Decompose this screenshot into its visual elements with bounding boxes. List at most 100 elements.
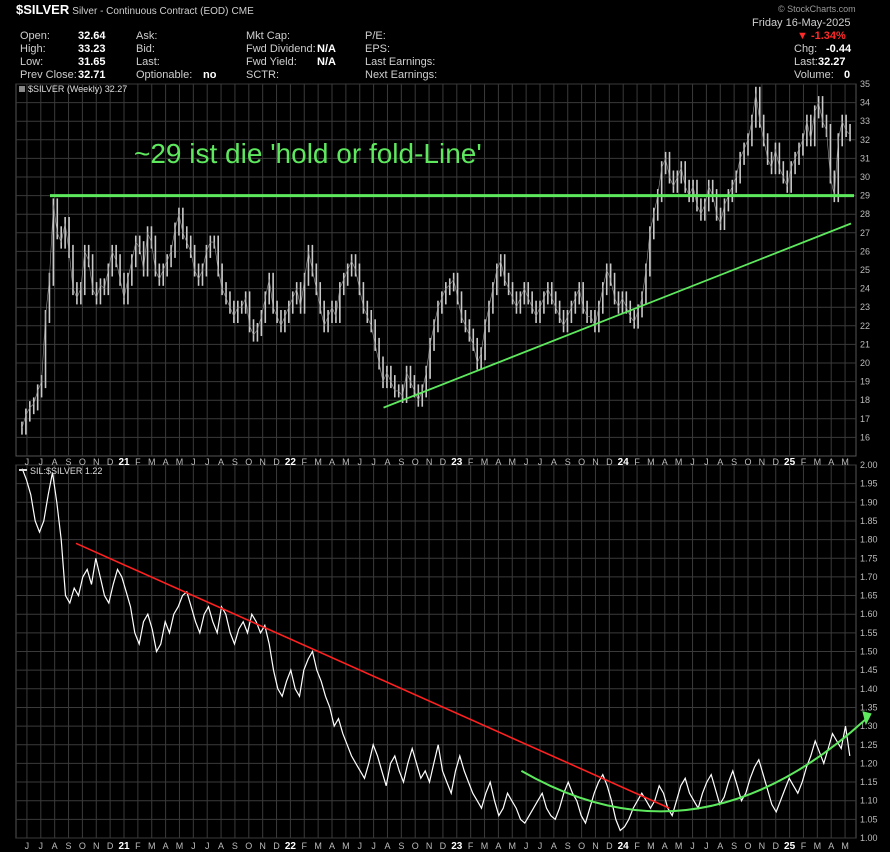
sctr-label: SCTR: xyxy=(246,69,279,81)
high-value: 33.23 xyxy=(78,43,106,55)
falling-trendline xyxy=(75,542,670,809)
chg-value: -0.44 xyxy=(826,43,852,55)
ratio-x-tick-label: N xyxy=(592,841,599,851)
price-tick-label: 17 xyxy=(860,414,870,424)
ratio-x-tick-label: A xyxy=(218,841,224,851)
ratio-x-tick-label: J xyxy=(39,841,44,851)
optionable-value: no xyxy=(203,69,217,81)
ratio-x-tick-label: J xyxy=(704,841,709,851)
ratio-tick-label: 1.45 xyxy=(860,665,878,675)
ratio-x-tick-label: F xyxy=(801,841,807,851)
price-tick-label: 35 xyxy=(860,79,870,89)
price-x-tick-label: F xyxy=(302,457,308,467)
fwd-yield-label: Fwd Yield: xyxy=(246,56,297,68)
ratio-x-tick-label: O xyxy=(744,841,751,851)
brand-logo: © StockCharts.com xyxy=(778,4,856,14)
ratio-tick-label: 1.65 xyxy=(860,591,878,601)
ratio-x-tick-label: J xyxy=(205,841,210,851)
ratio-x-tick-label: M xyxy=(647,841,655,851)
price-x-tick-label: J xyxy=(524,457,529,467)
price-x-tick-label: A xyxy=(662,457,668,467)
price-x-tick-label: A xyxy=(384,457,390,467)
fwd-dividend-label: Fwd Dividend: xyxy=(246,43,316,55)
price-x-tick-label: 24 xyxy=(618,457,630,468)
ratio-x-tick-label: F xyxy=(634,841,640,851)
ratio-x-tick-label: M xyxy=(481,841,489,851)
bid-label: Bid: xyxy=(136,43,155,55)
price-x-tick-label: 21 xyxy=(118,457,130,468)
price-x-tick-label: D xyxy=(273,457,280,467)
ratio-tick-label: 1.85 xyxy=(860,516,878,526)
ratio-tick-label: 1.40 xyxy=(860,684,878,694)
ratio-x-tick-label: M xyxy=(675,841,683,851)
ratio-tick-label: 1.70 xyxy=(860,572,878,582)
ratio-x-tick-label: M xyxy=(509,841,517,851)
price-x-tick-label: J xyxy=(357,457,362,467)
price-x-tick-label: M xyxy=(314,457,322,467)
ratio-x-tick-label: D xyxy=(273,841,280,851)
ratio-tick-label: 1.55 xyxy=(860,628,878,638)
ratio-tick-label: 1.60 xyxy=(860,609,878,619)
ratio-x-tick-label: D xyxy=(107,841,114,851)
exchange: CME xyxy=(231,6,254,17)
price-tick-label: 16 xyxy=(860,432,870,442)
price-x-tick-label: M xyxy=(481,457,489,467)
ratio-x-tick-label: S xyxy=(398,841,404,851)
price-x-tick-label: A xyxy=(717,457,723,467)
ratio-tick-label: 1.80 xyxy=(860,535,878,545)
price-tick-label: 28 xyxy=(860,209,870,219)
ratio-x-tick-label: 25 xyxy=(784,841,796,852)
price-x-tick-label: S xyxy=(398,457,404,467)
price-tick-label: 24 xyxy=(860,284,870,294)
ratio-x-tick-label: M xyxy=(314,841,322,851)
last-earnings-label: Last Earnings: xyxy=(365,56,436,68)
ratio-line xyxy=(21,468,851,832)
ratio-tick-label: 1.25 xyxy=(860,740,878,750)
ratio-x-tick-label: F xyxy=(135,841,141,851)
price-x-tick-label: S xyxy=(565,457,571,467)
chart-title: $SILVER Silver - Continuous Contract (EO… xyxy=(16,2,254,17)
ratio-x-tick-label: 21 xyxy=(118,841,130,852)
price-x-tick-label: M xyxy=(509,457,517,467)
ratio-x-tick-label: A xyxy=(329,841,335,851)
price-x-tick-label: A xyxy=(329,457,335,467)
hold-line-annotation: ~29 ist die 'hold or fold-Line' xyxy=(134,138,482,169)
price-x-tick-label: D xyxy=(107,457,114,467)
price-x-tick-label: M xyxy=(647,457,655,467)
ratio-x-tick-label: O xyxy=(79,841,86,851)
ratio-tick-label: 1.75 xyxy=(860,553,878,563)
ratio-x-tick-label: A xyxy=(551,841,557,851)
price-x-tick-label: A xyxy=(551,457,557,467)
price-x-tick-label: N xyxy=(259,457,266,467)
ratio-tick-label: 1.00 xyxy=(860,833,878,843)
price-x-tick-label: O xyxy=(412,457,419,467)
ratio-x-tick-label: S xyxy=(565,841,571,851)
open-value: 32.64 xyxy=(78,30,106,42)
description: Silver - Continuous Contract (EOD) xyxy=(72,6,229,17)
ratio-x-tick-label: J xyxy=(191,841,196,851)
ratio-x-tick-label: F xyxy=(468,841,474,851)
price-legend: $SILVER (Weekly) 32.27 xyxy=(28,84,127,94)
price-x-tick-label: 23 xyxy=(451,457,463,468)
prev-close-label: Prev Close: xyxy=(20,69,77,81)
price-x-tick-label: F xyxy=(801,457,807,467)
price-x-tick-label: N xyxy=(759,457,766,467)
ratio-x-tick-label: S xyxy=(232,841,238,851)
ratio-x-tick-label: O xyxy=(578,841,585,851)
ratio-x-tick-label: A xyxy=(662,841,668,851)
price-x-tick-label: N xyxy=(426,457,433,467)
price-x-tick-label: M xyxy=(814,457,822,467)
ratio-tick-label: 1.05 xyxy=(860,814,878,824)
price-tick-label: 22 xyxy=(860,321,870,331)
price-x-tick-label: F xyxy=(634,457,640,467)
low-label: Low: xyxy=(20,56,44,68)
price-x-tick-label: O xyxy=(245,457,252,467)
ratio-x-tick-label: O xyxy=(412,841,419,851)
ratio-x-tick-label: M xyxy=(342,841,350,851)
price-x-tick-label: S xyxy=(731,457,737,467)
ratio-tick-label: 1.35 xyxy=(860,702,878,712)
ratio-x-tick-label: A xyxy=(384,841,390,851)
price-tick-label: 31 xyxy=(860,153,870,163)
